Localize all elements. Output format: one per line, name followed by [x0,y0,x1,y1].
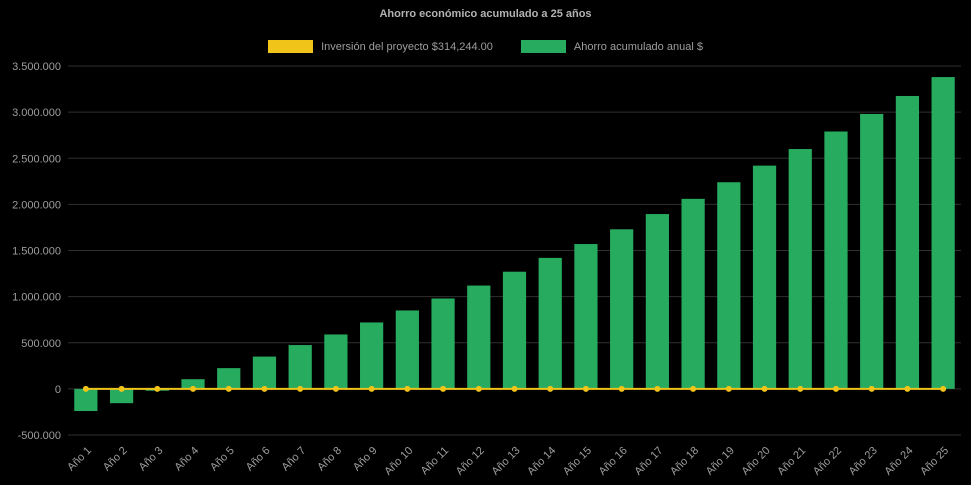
chart-title: Ahorro económico acumulado a 25 años [379,8,592,20]
bar-ano-14 [538,257,562,389]
investment-point-6 [261,385,268,392]
investment-point-12 [475,385,482,392]
bar-ano-7 [288,345,312,389]
x-tick-label: Año 18 [668,445,701,478]
investment-point-11 [440,385,447,392]
x-tick-label: Año 9 [351,445,380,474]
x-tick-label: Año 1 [65,445,94,474]
legend-item-inversion: Inversión del proyecto $314,244.00 [268,40,493,53]
investment-point-14 [547,385,554,392]
x-tick-label: Año 21 [775,445,808,478]
bar-ano-1 [74,388,98,412]
x-tick-label: Año 14 [525,445,558,478]
legend-item-ahorro: Ahorro acumulado anual $ [520,40,703,53]
x-tick-label: Año 24 [882,445,915,478]
x-tick-label: Año 22 [811,445,844,478]
investment-point-25 [940,385,947,392]
investment-point-19 [725,385,732,392]
investment-point-9 [368,385,375,392]
x-tick-label: Año 15 [561,445,594,478]
bar-ano-25 [931,77,955,389]
x-tick-label: Año 6 [244,445,273,474]
bar-ano-19 [717,182,741,389]
investment-point-10 [404,385,411,392]
investment-point-16 [618,385,625,392]
bar-ano-17 [645,214,669,389]
x-tick-label: Año 13 [489,445,522,478]
x-tick-label: Año 2 [101,445,130,474]
bar-ano-4 [181,379,205,389]
legend-label-ahorro: Ahorro acumulado anual $ [573,40,703,53]
y-tick-label: 1.500.000 [12,246,61,258]
y-tick-label: 2.000.000 [12,199,61,211]
bar-ano-16 [610,229,634,389]
x-tick-label: Año 8 [315,445,344,474]
bar-ano-10 [395,310,419,389]
y-tick-label: 3.000.000 [12,107,61,119]
investment-point-13 [511,385,518,392]
investment-point-22 [832,385,839,392]
investment-point-24 [904,385,911,392]
legend-swatch-inversion-icon [268,40,314,53]
bar-ano-2 [109,388,134,404]
y-tick-label: -500.000 [18,430,61,442]
bar-ano-9 [360,322,384,389]
y-tick-label: 2.500.000 [12,153,61,165]
investment-point-3 [154,385,161,392]
x-tick-label: Año 12 [454,445,487,478]
bar-ano-15 [574,244,598,389]
bar-ano-11 [431,298,455,389]
investment-point-8 [332,385,339,392]
bar-ano-5 [217,368,241,389]
bar-ano-21 [788,149,812,389]
x-tick-label: Año 17 [632,445,665,478]
investment-point-17 [654,385,661,392]
x-tick-label: Año 23 [847,445,880,478]
investment-point-5 [225,385,232,392]
investment-point-1 [82,385,89,392]
y-tick-label: 0 [55,384,61,396]
chart-legend: Inversión del proyecto $314,244.00 Ahorr… [0,40,971,53]
investment-point-2 [118,385,125,392]
x-tick-label: Año 16 [597,445,630,478]
investment-point-20 [761,385,768,392]
investment-point-15 [582,385,589,392]
x-tick-label: Año 11 [419,445,452,478]
investment-point-21 [797,385,804,392]
bar-ano-22 [824,131,848,389]
x-tick-label: Año 10 [382,445,415,478]
investment-point-23 [868,385,875,392]
bar-ano-20 [752,165,777,389]
x-tick-label: Año 4 [172,445,201,474]
x-tick-label: Año 25 [918,445,951,478]
x-tick-label: Año 20 [740,445,773,478]
y-tick-label: 3.500.000 [12,61,61,73]
x-tick-label: Año 5 [208,445,237,474]
x-tick-label: Año 3 [137,445,166,474]
legend-swatch-ahorro-icon [520,40,566,53]
x-tick-label: Año 19 [704,445,737,478]
bar-ano-24 [895,95,920,389]
x-tick-label: Año 7 [279,445,308,474]
bar-ano-12 [467,285,491,389]
y-tick-label: 1.000.000 [12,292,61,304]
bar-ano-8 [324,334,348,389]
legend-label-inversion: Inversión del proyecto $314,244.00 [321,40,493,53]
investment-point-7 [297,385,304,392]
investment-point-18 [690,385,697,392]
bar-ano-23 [860,113,884,389]
investment-point-4 [190,385,197,392]
bar-ano-6 [252,356,277,389]
bar-ano-13 [502,271,527,389]
y-tick-label: 500.000 [21,338,61,350]
bar-ano-18 [681,198,705,389]
